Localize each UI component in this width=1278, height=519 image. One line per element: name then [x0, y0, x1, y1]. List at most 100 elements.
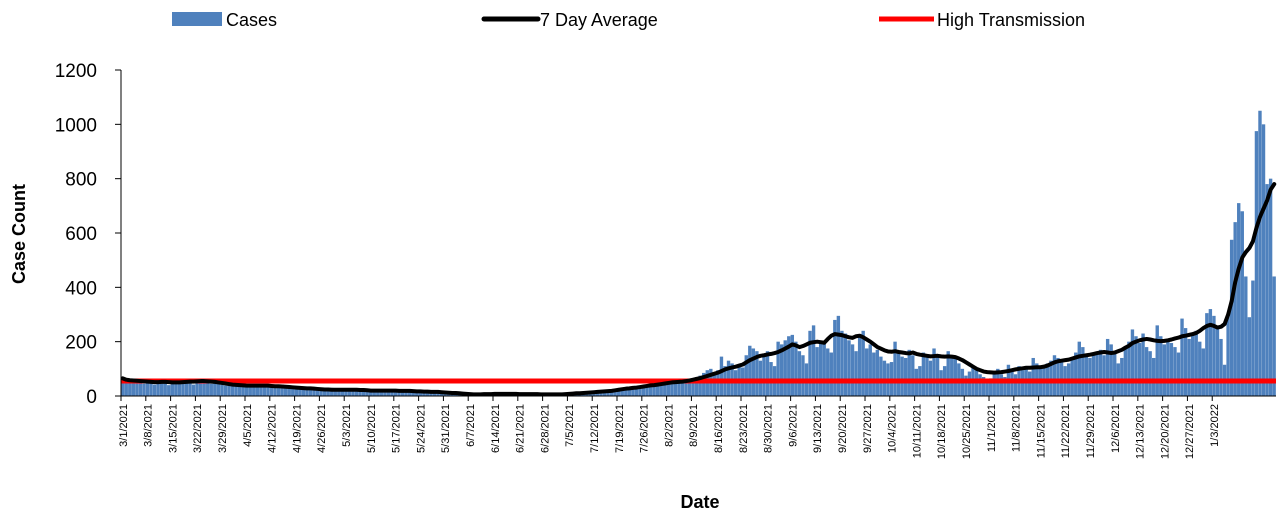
cases-bar: [836, 315, 841, 396]
cases-bar: [967, 371, 972, 396]
cases-bar: [376, 390, 380, 396]
cases-bar: [1180, 318, 1184, 396]
cases-bar: [655, 383, 660, 396]
cases-bar: [312, 389, 316, 396]
cases-bar: [418, 391, 423, 396]
cases-bar: [283, 386, 288, 396]
legend-average-label: 7 Day Average: [540, 10, 658, 30]
cases-bar: [822, 343, 826, 396]
cases-bar: [347, 389, 352, 396]
cases-bar: [383, 391, 387, 396]
cases-bar: [932, 348, 936, 396]
cases-bar: [411, 391, 415, 396]
cases-bar: [1240, 211, 1244, 396]
legend: Cases 7 Day Average High Transmission: [172, 10, 1085, 30]
x-tick-label: 4/5/2021: [242, 404, 254, 447]
cases-bar: [142, 383, 146, 396]
x-tick-label: 11/8/2021: [1011, 404, 1023, 452]
cases-bar: [361, 389, 366, 396]
cases-bar: [1052, 355, 1057, 396]
cases-bar: [627, 387, 632, 396]
x-tick-label: 11/1/2021: [986, 404, 998, 452]
x-axis-title: Date: [680, 492, 719, 512]
cases-bar: [687, 381, 692, 396]
x-tick-label: 4/19/2021: [291, 404, 303, 453]
cases-bar: [1169, 343, 1174, 396]
cases-bar: [372, 391, 376, 396]
cases-bar: [638, 387, 642, 396]
cases-bar: [854, 351, 858, 396]
x-tick-label: 10/4/2021: [887, 404, 899, 453]
cases-bar: [617, 390, 621, 396]
x-tick-label: 7/12/2021: [589, 404, 601, 453]
cases-bar: [273, 386, 277, 396]
cases-bar: [829, 352, 833, 396]
cases-bar: [691, 379, 695, 396]
x-tick-label: 5/24/2021: [415, 404, 427, 453]
cases-bar: [191, 384, 196, 396]
x-tick-label: 6/7/2021: [465, 404, 477, 447]
x-tick-label: 10/11/2021: [911, 404, 923, 458]
x-tick-label: 8/16/2021: [713, 404, 725, 453]
cases-bar: [645, 385, 649, 396]
cases-bar: [184, 381, 189, 396]
x-tick-label: 3/1/2021: [118, 404, 130, 447]
cases-bar: [684, 379, 688, 396]
cases-bar: [1010, 371, 1014, 396]
cases-bar: [641, 385, 646, 396]
cases-bar: [861, 330, 865, 396]
cases-bar: [121, 376, 125, 396]
cases-bar: [1056, 357, 1060, 396]
x-tick-label: 9/6/2021: [787, 404, 799, 447]
cases-bar: [1212, 315, 1216, 396]
cases-bar: [865, 348, 869, 396]
cases-bar: [407, 390, 412, 396]
x-tick-label: 12/13/2021: [1135, 404, 1147, 459]
cases-bar: [989, 378, 993, 396]
cases-bar: [1198, 341, 1202, 396]
cases-bar: [252, 384, 256, 396]
x-tick-label: 12/27/2021: [1184, 404, 1196, 459]
x-tick-label: 1/3/2022: [1209, 404, 1221, 447]
cases-bar: [294, 387, 298, 396]
cases-bar: [783, 340, 787, 396]
cases-bar: [712, 374, 717, 396]
cases-bar: [425, 391, 430, 396]
cases-bar: [964, 375, 968, 396]
cases-bar: [790, 334, 795, 396]
cases-bar: [666, 382, 671, 396]
cases-bar: [308, 388, 313, 396]
cases-bar: [230, 386, 235, 396]
cases-bar: [397, 390, 401, 396]
cases-bar: [248, 385, 252, 396]
x-tick-label: 12/6/2021: [1110, 404, 1122, 453]
cases-bar: [1102, 355, 1106, 396]
y-tick-label: 0: [86, 387, 97, 408]
x-tick-label: 6/28/2021: [539, 404, 551, 453]
x-tick-label: 10/25/2021: [961, 404, 973, 459]
cases-bar: [333, 389, 337, 396]
cases-bar: [1077, 341, 1081, 396]
cases-bar: [978, 374, 982, 396]
cases-bar: [1003, 376, 1007, 396]
cases-bar: [1091, 352, 1096, 396]
cases-bar: [1013, 374, 1018, 396]
cases-bar: [985, 379, 989, 396]
cases-bar: [1084, 355, 1089, 396]
x-tick-label: 11/15/2021: [1035, 404, 1047, 458]
cases-bar: [1166, 338, 1170, 396]
x-tick-label: 5/17/2021: [391, 404, 403, 453]
cases-bar: [315, 390, 320, 396]
cases-bar: [280, 384, 284, 396]
cases-bar: [340, 390, 345, 396]
cases-bar: [755, 351, 759, 396]
cases-bar: [903, 357, 908, 396]
cases-bar: [1183, 328, 1188, 396]
cases-bar: [758, 360, 763, 396]
cases-bar: [149, 381, 153, 396]
cases-bar: [620, 389, 624, 396]
cases-bar: [1244, 276, 1248, 396]
cases-bar: [677, 381, 681, 396]
cases-bar: [354, 388, 359, 396]
y-tick-label: 200: [65, 333, 97, 354]
